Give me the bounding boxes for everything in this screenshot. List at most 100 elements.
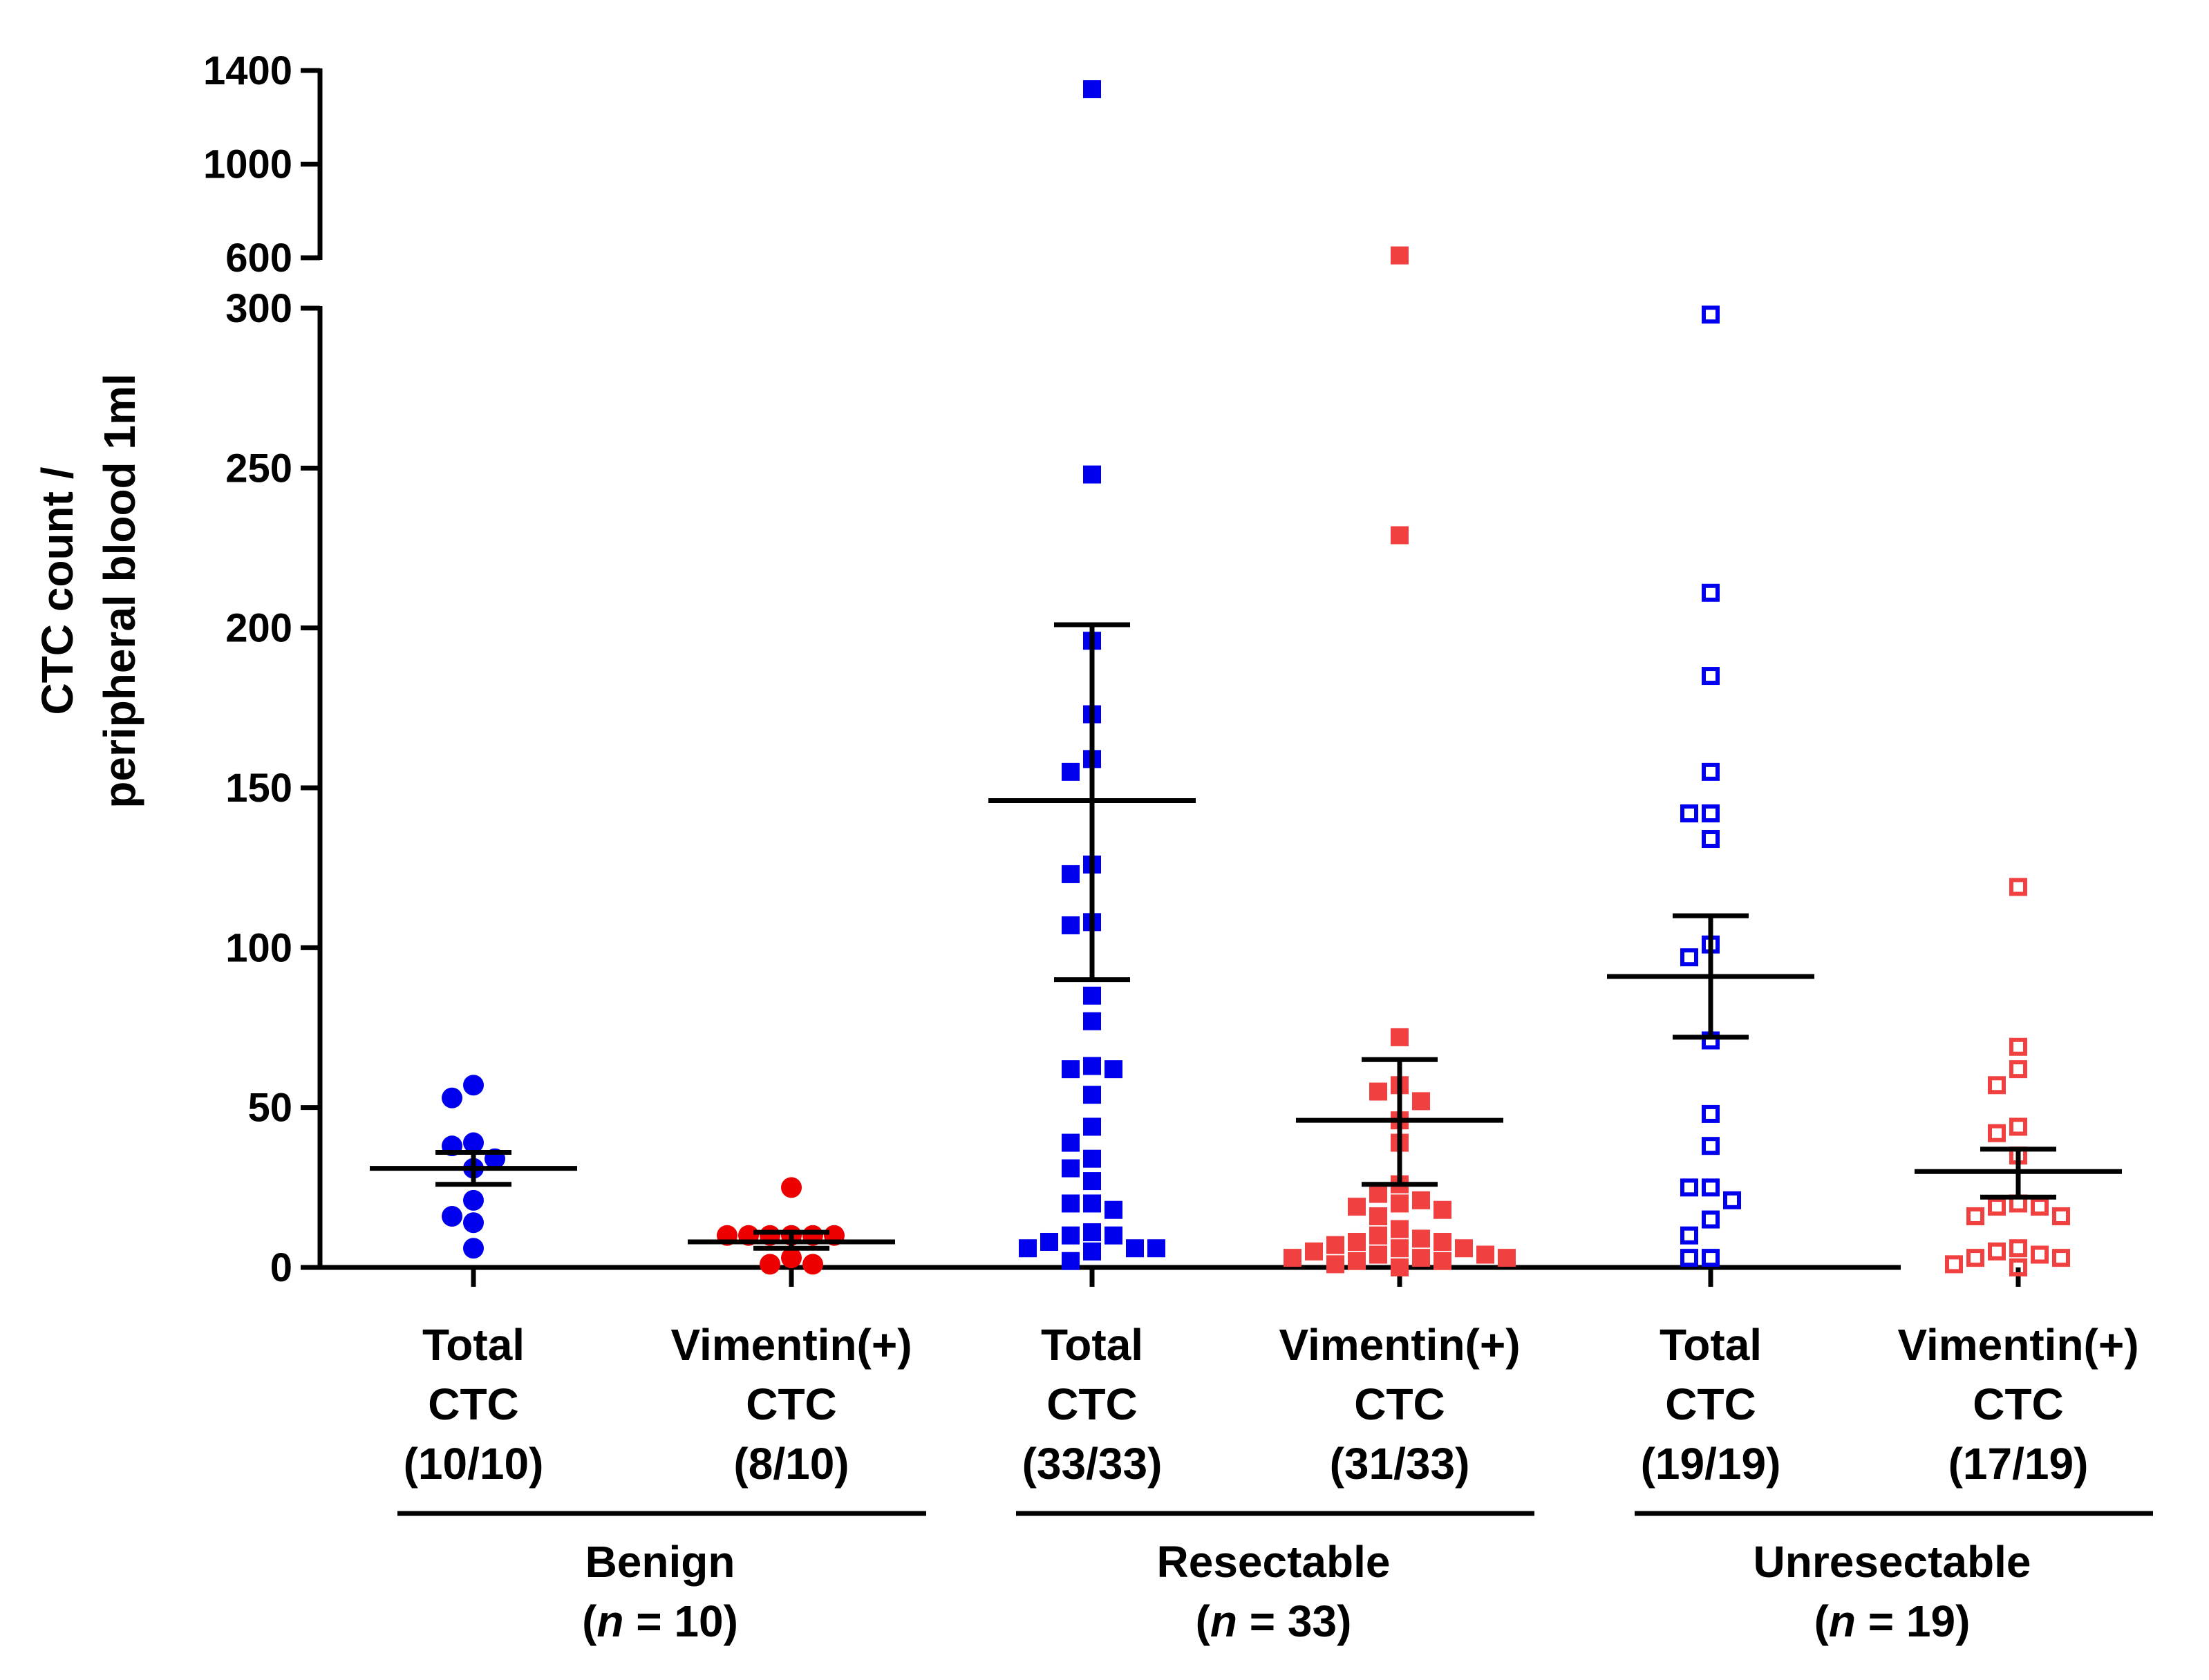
benign-total-ctc-point (463, 1212, 484, 1234)
unresectable-vimentin-ctc-point (1988, 1124, 2006, 1142)
y-tick-label: 1000 (203, 142, 292, 187)
resectable-total-ctc-point (1062, 1133, 1080, 1152)
resectable-total-ctc-point (1062, 1252, 1080, 1270)
resectable-vimentin-ctc-point (1348, 1232, 1366, 1251)
unresectable-total-ctc-point (1702, 1178, 1720, 1197)
resectable-vimentin-ctc-point (1326, 1236, 1344, 1254)
unresectable-total-ctc-point (1702, 1104, 1720, 1123)
resectable-vimentin-ctc-point (1391, 1194, 1409, 1213)
unresectable-vimentin-ctc-point (2009, 1258, 2027, 1276)
benign-total-ctc-point (463, 1132, 484, 1153)
y-tick-label: 1400 (203, 48, 292, 93)
unresectable-vimentin-ctc-point (1988, 1076, 2006, 1095)
resectable-total-ctc-point (1062, 1159, 1080, 1178)
unresectable-total-ctc-point (1723, 1191, 1741, 1209)
resectable-vimentin-ctc-point (1412, 1229, 1430, 1248)
unresectable-vimentin-ctc-point (1966, 1207, 1984, 1225)
resectable-vimentin-ctc-point (1369, 1245, 1387, 1264)
category-label-line: CTC (1354, 1379, 1445, 1429)
resectable-vimentin-ctc-point (1412, 1191, 1430, 1209)
resectable-total-ctc-point (1062, 1226, 1080, 1245)
resectable-vimentin-ctc-point (1391, 1239, 1409, 1258)
resectable-vimentin-ctc-point (1476, 1245, 1494, 1264)
y-tick-label: 150 (225, 766, 292, 811)
resectable-vimentin-ctc-point (1369, 1207, 1387, 1225)
category-label-line: Vimentin(+) (670, 1320, 912, 1370)
unresectable-vimentin-ctc-point (2009, 1037, 2027, 1056)
group-name: Resectable (1157, 1537, 1391, 1587)
unresectable-total-ctc-point (1680, 1178, 1698, 1197)
unresectable-total-ctc-point (1702, 1137, 1720, 1155)
benign-total-ctc-point (463, 1075, 484, 1096)
resectable-total-ctc-point (1062, 865, 1080, 883)
benign-total-ctc-point (442, 1205, 462, 1227)
resectable-vimentin-ctc-point (1498, 1249, 1516, 1267)
y-tick-label: 250 (225, 446, 292, 491)
benign-vimentin-ctc-point (781, 1247, 802, 1269)
resectable-vimentin-ctc-point (1369, 1185, 1387, 1203)
category-label-line: Total (1660, 1320, 1762, 1370)
group-n-label: (n = 33) (1196, 1596, 1352, 1646)
resectable-vimentin-ctc-point (1391, 246, 1409, 265)
category-label-line: Total (422, 1320, 525, 1370)
category-label-line: (31/33) (1330, 1439, 1470, 1489)
resectable-vimentin-ctc-point (1412, 1092, 1430, 1111)
resectable-total-ctc-point (1104, 1200, 1122, 1219)
resectable-vimentin-ctc-point (1348, 1252, 1366, 1270)
unresectable-vimentin-ctc-point (2009, 878, 2027, 896)
category-label-line: CTC (746, 1379, 837, 1429)
unresectable-total-ctc-point (1702, 583, 1720, 602)
resectable-total-ctc-point (1083, 1086, 1101, 1104)
unresectable-total-ctc-point (1702, 830, 1720, 849)
category-label-line: CTC (428, 1379, 519, 1429)
resectable-total-ctc-point (1126, 1239, 1144, 1258)
category-label-line: (19/19) (1641, 1439, 1781, 1489)
y-axis-title-line-2: peripheral blood 1ml (95, 373, 144, 808)
resectable-vimentin-ctc-point (1369, 1226, 1387, 1245)
y-axis-title-line-1: CTC count / (32, 466, 82, 715)
benign-vimentin-ctc-point (802, 1254, 823, 1275)
resectable-total-ctc-point (1083, 1117, 1101, 1136)
unresectable-total-ctc-point (1680, 1226, 1698, 1245)
unresectable-vimentin-ctc-point (1988, 1242, 2006, 1261)
y-tick-label: 0 (270, 1245, 292, 1290)
y-tick-label: 600 (225, 236, 292, 281)
category-label-line: CTC (1046, 1379, 1138, 1429)
category-label-line: CTC (1665, 1379, 1756, 1429)
unresectable-total-ctc-point (1702, 667, 1720, 686)
category-label-line: CTC (1973, 1379, 2064, 1429)
resectable-vimentin-ctc-point (1434, 1232, 1451, 1251)
unresectable-total-ctc-point (1702, 1249, 1720, 1267)
resectable-total-ctc-point (1147, 1239, 1165, 1258)
y-tick-label: 200 (225, 606, 292, 651)
resectable-total-ctc-point (1083, 1172, 1101, 1191)
resectable-total-ctc-point (1083, 1057, 1101, 1075)
unresectable-vimentin-ctc-point (2009, 1117, 2027, 1136)
resectable-vimentin-ctc-point (1305, 1242, 1323, 1261)
resectable-vimentin-ctc-point (1434, 1200, 1451, 1219)
resectable-vimentin-ctc-point (1369, 1082, 1387, 1101)
resectable-vimentin-ctc-point (1391, 1220, 1409, 1238)
resectable-total-ctc-point (1062, 762, 1080, 781)
category-label-line: (33/33) (1022, 1439, 1163, 1489)
group-n-label: (n = 10) (582, 1596, 738, 1646)
unresectable-total-ctc-point (1702, 762, 1720, 781)
axes: 0 50 100 150 200 250 300 600 1000 1400 (203, 48, 2021, 1290)
y-tick-label: 100 (225, 925, 292, 970)
y-tick-label: 50 (247, 1086, 292, 1131)
y-tick-label: 300 (225, 286, 292, 331)
data-markers (442, 80, 2070, 1276)
unresectable-total-ctc-point (1680, 1249, 1698, 1267)
unresectable-vimentin-ctc-point (1966, 1249, 1984, 1267)
resectable-total-ctc-point (1104, 1060, 1122, 1079)
resectable-total-ctc-point (1083, 1149, 1101, 1168)
category-labels: Total CTC (10/10) Vimentin(+) CTC (8/10) Total… (397, 1320, 2153, 1646)
group-name: Benign (585, 1537, 735, 1587)
resectable-total-ctc-point (1062, 1194, 1080, 1213)
resectable-total-ctc-point (1083, 1194, 1101, 1213)
resectable-total-ctc-point (1083, 1223, 1101, 1242)
resectable-total-ctc-point (1062, 916, 1080, 934)
unresectable-vimentin-ctc-point (2009, 1060, 2027, 1079)
unresectable-total-ctc-point (1680, 948, 1698, 967)
